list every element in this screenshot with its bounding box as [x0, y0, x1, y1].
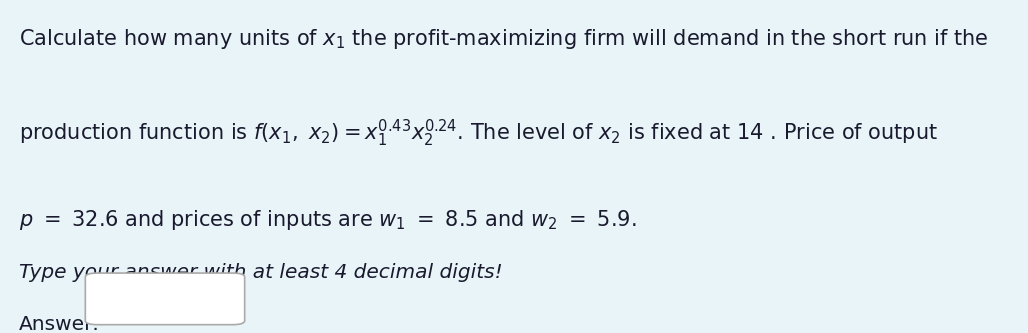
FancyBboxPatch shape: [85, 273, 245, 325]
Text: $p\ =\ 32.6$ and prices of inputs are $w_1\ =\ 8.5$ and $w_2\ =\ 5.9.$: $p\ =\ 32.6$ and prices of inputs are $w…: [19, 208, 636, 232]
Text: production function is $f(x_1,\ x_2) = x_1^{0.43}x_2^{0.24}$. The level of $x_2$: production function is $f(x_1,\ x_2) = x…: [19, 118, 938, 150]
Text: Calculate how many units of $x_1$ the profit-maximizing firm will demand in the : Calculate how many units of $x_1$ the pr…: [19, 27, 988, 51]
Text: Answer:: Answer:: [19, 315, 100, 333]
Text: Type your answer with at least 4 decimal digits!: Type your answer with at least 4 decimal…: [19, 263, 503, 282]
